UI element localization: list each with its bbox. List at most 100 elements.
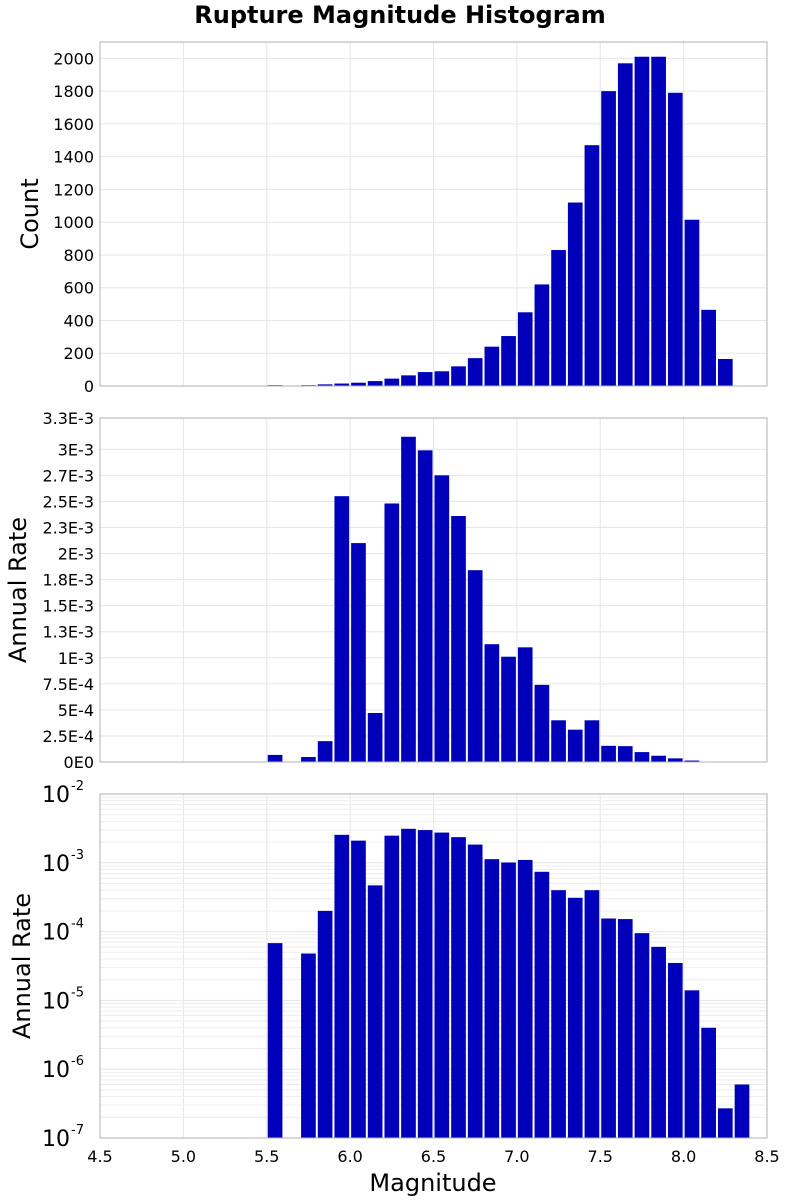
histogram-bar [651,56,666,386]
histogram-bar [534,684,550,762]
y-tick-label: 1600 [53,115,94,134]
y-tick-label: 1000 [53,213,94,232]
histogram-bar [417,372,433,386]
histogram-bar [701,309,716,386]
histogram-bar [384,503,400,762]
histogram-bar [517,312,533,386]
histogram-bar [351,543,366,762]
x-tick-label: 7.0 [504,1147,529,1166]
x-tick-label: 4.5 [87,1147,112,1166]
y-tick-label: 1.8E-3 [42,571,94,590]
y-tick-label: 800 [63,246,94,265]
y-tick-label: 1E-3 [58,649,94,668]
histogram-bar [567,202,583,386]
y-axis-label: Annual Rate [4,517,32,663]
histogram-bar [584,145,600,386]
histogram-bar [351,382,366,386]
histogram-bar [684,760,700,762]
annual-rate-linear-panel: 0E0 2.5E-4 5E-4 7.5E-4 1E-3 1.3E-3 1.5E-3 1.8E-… [4,409,768,772]
histogram-bar [334,383,350,386]
histogram-bar [451,366,466,386]
histogram-bar [651,755,666,762]
histogram-bar [734,1084,750,1138]
histogram-bar [267,943,283,1138]
histogram-bar [467,570,483,762]
y-tick-label: 1400 [53,148,94,167]
histogram-bar [317,910,333,1138]
histogram-bar [334,834,350,1138]
histogram-bar [301,756,316,762]
histogram-bar [501,862,516,1138]
y-tick-label: 1.3E-3 [42,623,94,642]
histogram-bar [467,358,483,386]
x-tick-label: 8.0 [671,1147,696,1166]
y-tick-label: 400 [63,311,94,330]
x-tick-label: 5.0 [171,1147,196,1166]
y-tick-label: 10 [42,989,70,1014]
y-tick-label: 2000 [53,49,94,68]
histogram-bar [267,754,283,762]
plot-frame [99,793,768,1139]
y-tick-label: 5E-4 [58,701,94,720]
x-tick-label: 6.0 [337,1147,362,1166]
histogram-bar [334,496,350,762]
histogram-bar [617,919,633,1138]
histogram-bar [317,384,333,386]
y-tick-label: 10 [42,1127,70,1152]
histogram-bar [517,647,533,762]
histogram-bar [501,656,516,762]
plot-frame [99,417,768,763]
y-tick-label: 0E0 [64,753,94,772]
y-tick-label: 7.5E-4 [42,675,94,694]
histogram-bar [601,745,616,762]
histogram-bar [467,844,483,1138]
chart-title: Rupture Magnitude Histogram [194,1,606,29]
histogram-bar [567,729,583,762]
histogram-bar [634,752,650,762]
y-tick-exponent: -7 [71,1123,84,1138]
histogram-bar [534,871,550,1138]
histogram-bar [434,371,450,386]
y-tick-exponent: -6 [71,1054,84,1069]
y-tick-label: 3E-3 [58,440,94,459]
histogram-bar [684,219,700,386]
histogram-bar [317,741,333,762]
x-axis-label: Magnitude [369,1169,496,1197]
y-tick-label: 2.5E-3 [42,492,94,511]
y-tick-exponent: -3 [71,848,84,863]
histogram-bar [667,758,683,762]
histogram-bar [667,962,683,1138]
histogram-bar [351,840,366,1138]
histogram-bar [384,378,400,386]
histogram-bar [501,336,516,386]
histogram-bar [434,832,450,1138]
histogram-bar [301,953,316,1138]
histogram-bar [617,63,633,387]
histogram-bar [517,859,533,1138]
plot-frame [99,41,768,387]
y-tick-label: 600 [63,279,94,298]
histogram-bar [634,56,650,386]
histogram-bar [601,918,616,1138]
count-panel: 0 200 400 600 800 1000 1200 1400 1600 1800 2000 Cou… [16,41,768,396]
y-tick-label: 10 [42,852,70,877]
y-axis-label: Annual Rate [8,893,36,1039]
histogram-bar [484,644,500,762]
y-tick-label: 10 [42,783,70,808]
histogram-bar [551,720,566,762]
y-axis-label: Count [16,178,44,249]
y-tick-label: 0 [84,377,94,396]
y-tick-label: 2.7E-3 [42,466,94,485]
histogram-bar [367,713,383,762]
histogram-bar [634,933,650,1138]
histogram-bar [717,1108,733,1138]
y-tick-label: 10 [42,1058,70,1083]
y-tick-label: 200 [63,344,94,363]
x-tick-label: 7.5 [588,1147,613,1166]
y-tick-label: 2.3E-3 [42,518,94,537]
x-tick-label: 6.5 [421,1147,446,1166]
histogram-bar [417,450,433,762]
histogram-bar [434,475,450,762]
